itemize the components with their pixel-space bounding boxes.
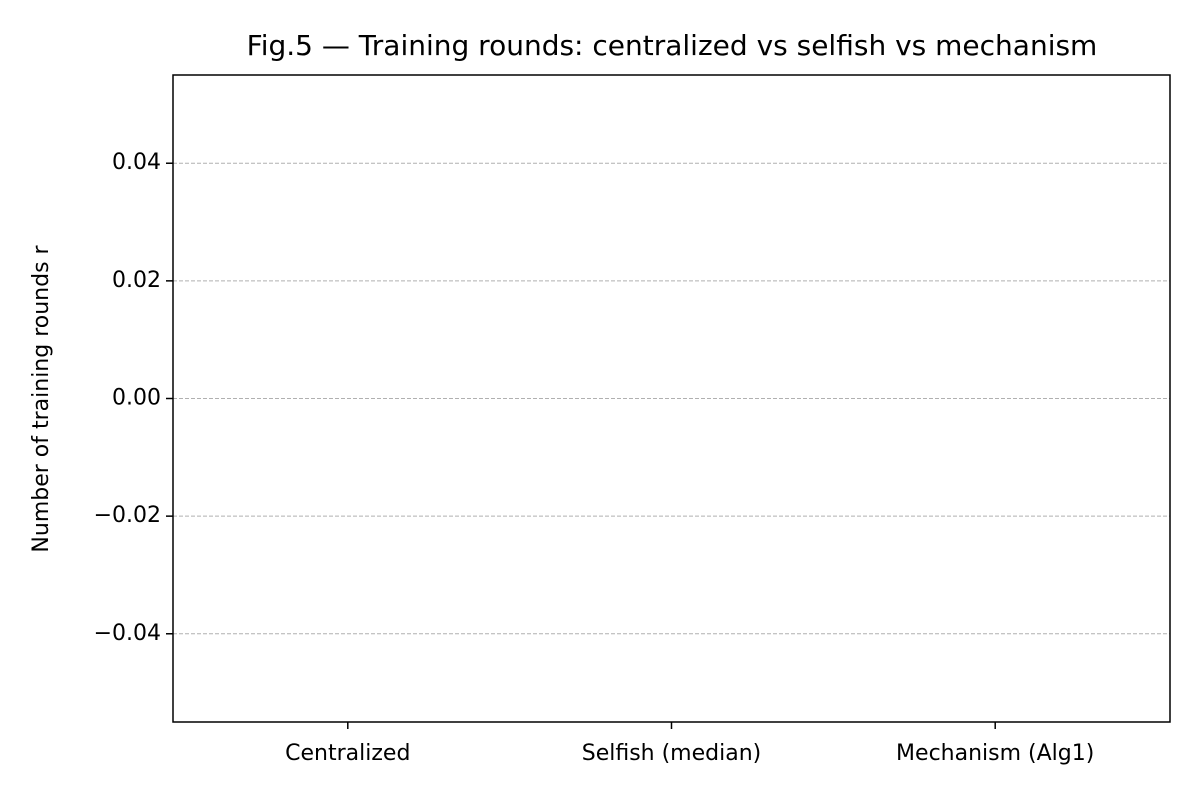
chart-title: Fig.5 — Training rounds: centralized vs …	[247, 29, 1098, 62]
x-tick-label: Centralized	[285, 741, 410, 766]
y-tick-label: −0.02	[94, 503, 161, 528]
x-tick-label: Mechanism (Alg1)	[896, 741, 1094, 766]
y-tick-label: −0.04	[94, 621, 161, 646]
y-axis-label: Number of training rounds r	[29, 244, 54, 552]
y-tick-label: 0.00	[112, 386, 161, 411]
y-tick-label: 0.02	[112, 268, 161, 293]
x-tick-label: Selfish (median)	[582, 741, 762, 766]
axes-frame	[172, 74, 1171, 723]
plot-area: −0.04 −0.02 0.00 0.02 0.04 Centralized Selfish…	[94, 150, 1170, 766]
y-tick-label: 0.04	[112, 150, 161, 175]
